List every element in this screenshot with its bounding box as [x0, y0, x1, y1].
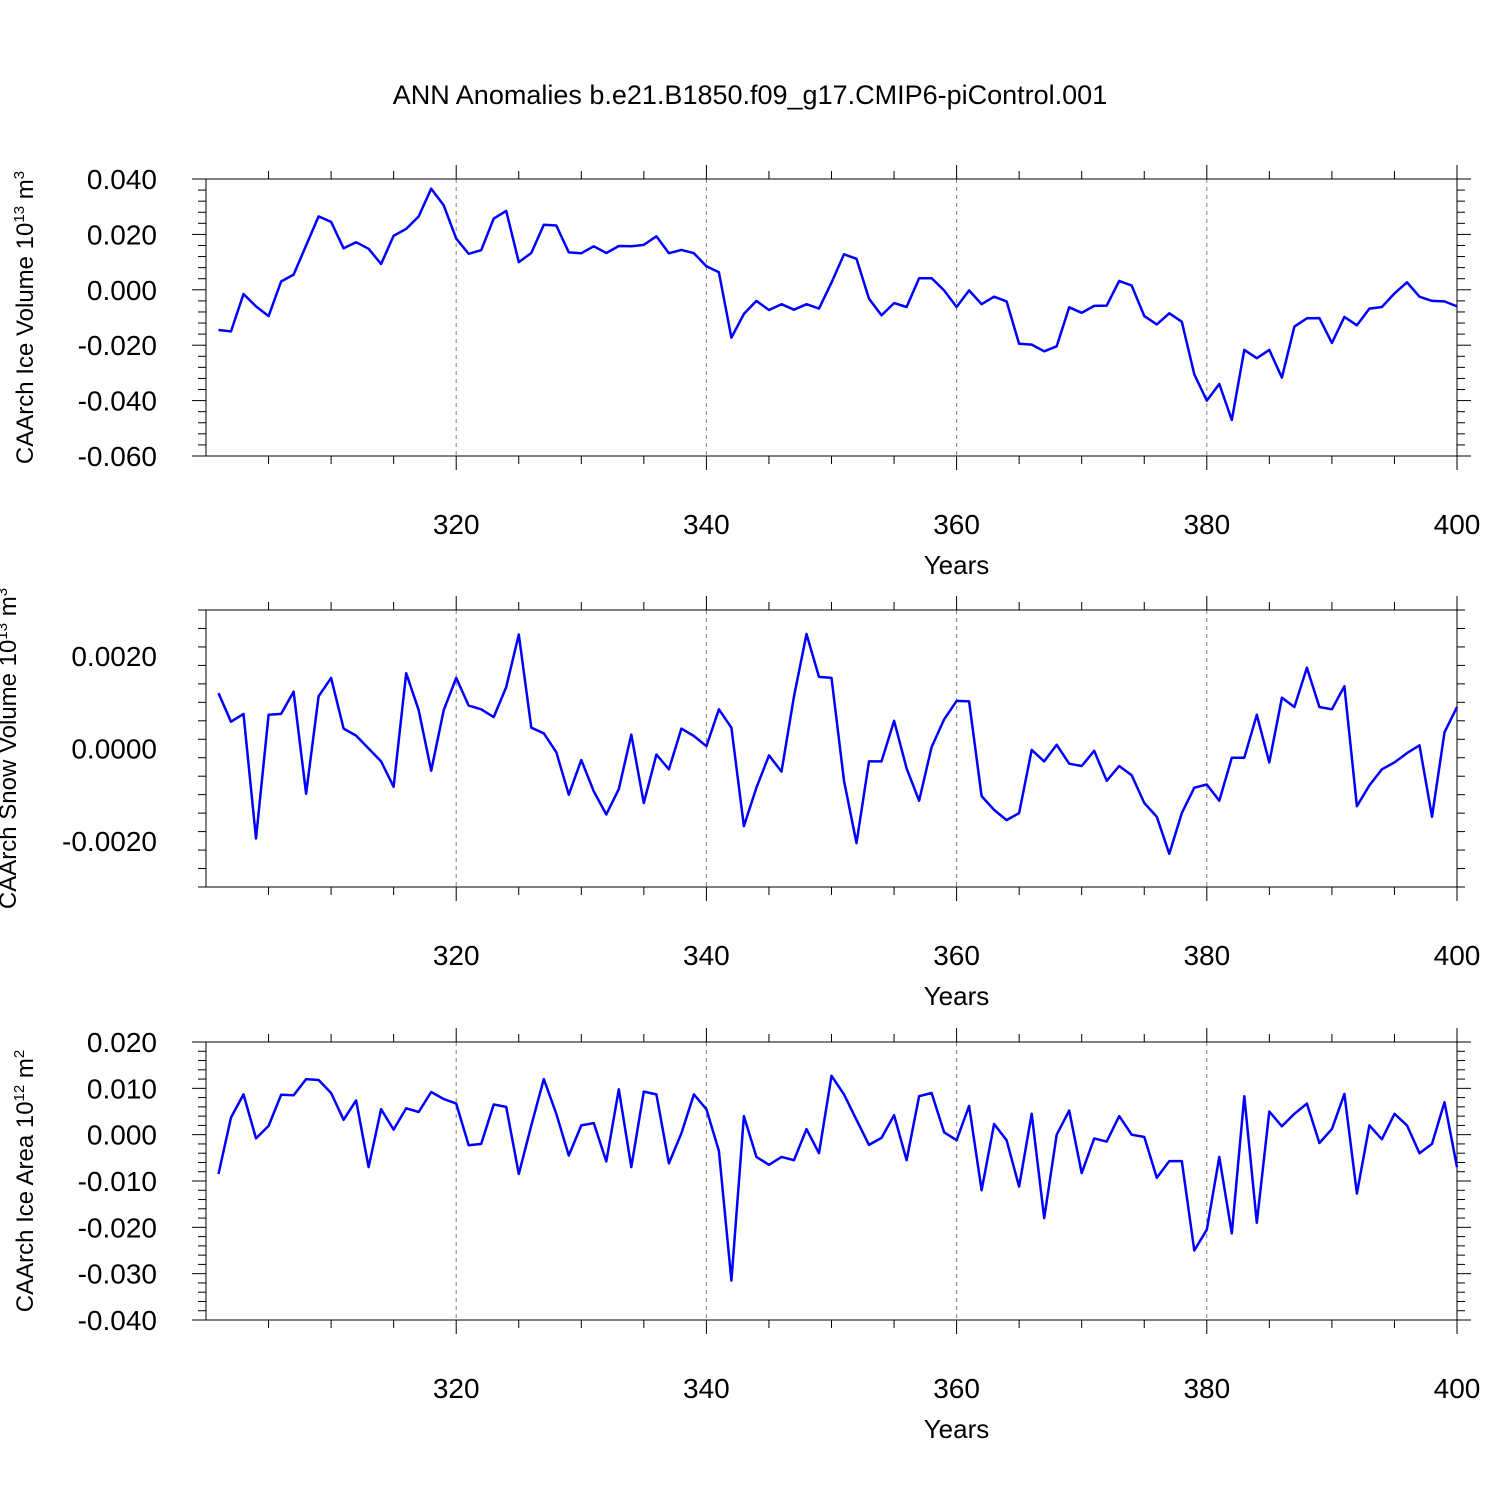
- x-axis-label: Years: [924, 981, 990, 1011]
- y-tick-label: 0.0020: [71, 641, 157, 672]
- x-tick-label: 340: [683, 940, 730, 971]
- y-tick-label: 0.000: [87, 275, 157, 306]
- plot-frame: [205, 178, 1458, 457]
- x-tick-label: 360: [933, 1373, 980, 1404]
- figure-title: ANN Anomalies b.e21.B1850.f09_g17.CMIP6-…: [392, 80, 1108, 110]
- x-tick-label: 380: [1183, 940, 1230, 971]
- chart-panel-1: 320 340 360 380 400 Years -0.060 -0.040 -0.020 0.…: [11, 164, 1480, 580]
- y-tick-label: 0.020: [87, 1027, 157, 1058]
- x-axis-label: Years: [924, 550, 990, 580]
- y-tick-label: -0.040: [78, 1305, 157, 1336]
- x-tick-label: 320: [433, 509, 480, 540]
- x-tick-label: 380: [1183, 509, 1230, 540]
- y-axis-label: CAArch Ice Volume 1013 m3: [11, 171, 39, 464]
- x-tick-label: 400: [1434, 1373, 1481, 1404]
- chart-panel-2: 320 340 360 380 400 Years -0.0020 0.0000 0.0020 C…: [0, 588, 1480, 1011]
- x-tick-label: 320: [433, 1373, 480, 1404]
- x-tick-label: 360: [933, 509, 980, 540]
- chart-panel-3: 320 340 360 380 400 Years -0.040 -0.030 -0.020 -0…: [11, 1027, 1480, 1444]
- y-tick-label: 0.0000: [71, 734, 157, 765]
- x-tick-label: 400: [1434, 940, 1481, 971]
- series-line: [218, 187, 1458, 422]
- y-tick-label: -0.0020: [62, 826, 157, 857]
- series-line: [217, 632, 1459, 856]
- y-tick-label: -0.060: [78, 441, 157, 472]
- plot-frame: [205, 609, 1458, 888]
- y-axis-label: CAArch Ice Area 1012 m2: [11, 1050, 39, 1312]
- y-tick-label: 0.010: [87, 1073, 157, 1104]
- x-tick-label: 320: [433, 940, 480, 971]
- plot-frame: [205, 1041, 1458, 1321]
- y-tick-label: -0.040: [78, 386, 157, 417]
- y-tick-label: -0.010: [78, 1166, 157, 1197]
- x-tick-label: 380: [1183, 1373, 1230, 1404]
- y-tick-label: 0.040: [87, 164, 157, 195]
- y-tick-label: -0.020: [78, 330, 157, 361]
- x-axis-label: Years: [924, 1414, 990, 1444]
- x-tick-label: 340: [683, 509, 730, 540]
- y-axis-label: CAArch Snow Volume 1013 m3: [0, 588, 22, 909]
- y-tick-label: 0.020: [87, 219, 157, 250]
- series-line: [217, 1074, 1459, 1282]
- y-tick-label: -0.020: [78, 1212, 157, 1243]
- y-tick-label: 0.000: [87, 1120, 157, 1151]
- x-tick-label: 360: [933, 940, 980, 971]
- x-tick-label: 400: [1434, 509, 1481, 540]
- x-tick-label: 340: [683, 1373, 730, 1404]
- y-tick-label: -0.030: [78, 1259, 157, 1290]
